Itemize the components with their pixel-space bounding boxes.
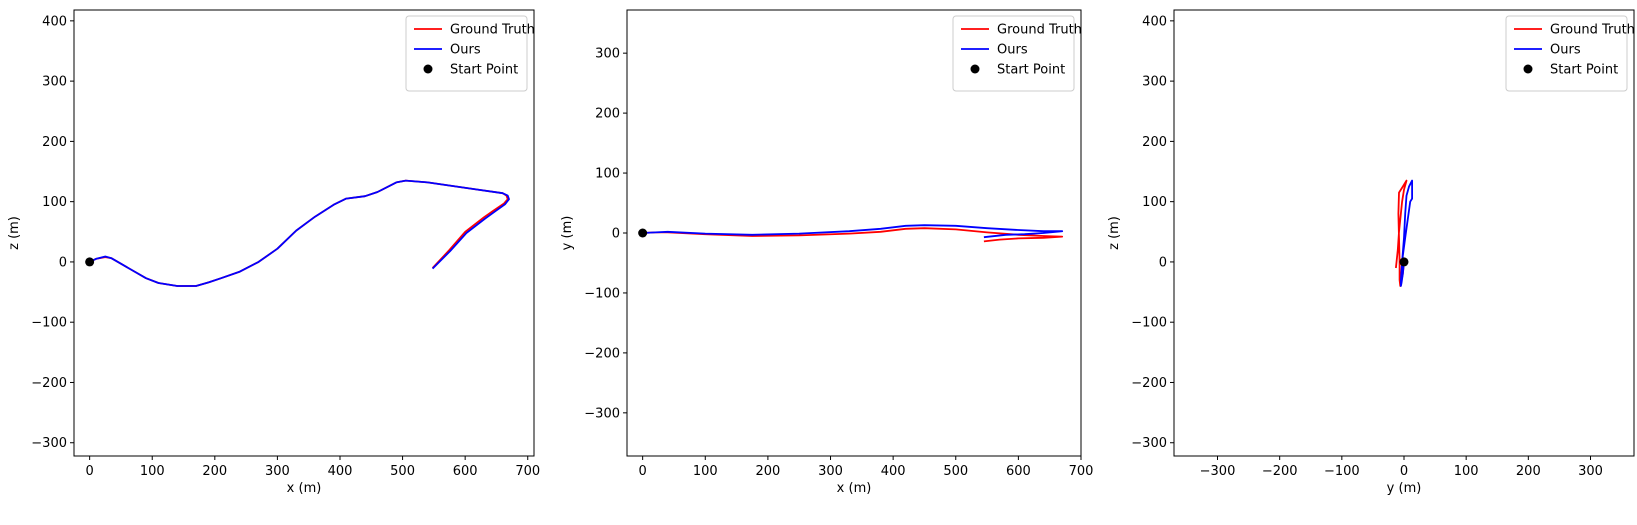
y-tick-label: 200	[1142, 135, 1167, 150]
y-tick-label: 200	[42, 135, 67, 150]
legend: Ground Truth Ours Start Point	[952, 15, 1082, 92]
x-tick-label: 100	[140, 464, 165, 479]
x-tick-label: 500	[390, 464, 415, 479]
plot-area	[85, 179, 510, 287]
y-tick-label: −100	[1131, 316, 1167, 331]
legend-box	[952, 15, 1075, 92]
x-tick-label: 200	[755, 464, 780, 479]
legend-label-ground-truth: Ground Truth	[1550, 23, 1635, 38]
x-tick-label: 300	[818, 464, 843, 479]
x-axis-label: x (m)	[837, 481, 872, 496]
x-tick-label: 0	[639, 464, 647, 479]
x-axis-label: x (m)	[287, 481, 322, 496]
y-tick-label: 200	[595, 107, 620, 122]
y-tick-label: −300	[584, 406, 620, 421]
chart-panel-1: 0 100 200 300 400 500 600 700 −300 −200 −100 0 100 20…	[7, 9, 540, 496]
start-point-marker	[85, 257, 95, 267]
x-tick-label: 100	[1454, 464, 1479, 479]
y-tick-label: 300	[1142, 75, 1167, 90]
legend-label-start-point: Start Point	[1550, 63, 1618, 78]
legend-swatch-start-point	[1523, 64, 1533, 74]
legend: Ground Truth Ours Start Point	[1505, 15, 1635, 92]
x-tick-label: 600	[1006, 464, 1031, 479]
legend: Ground Truth Ours Start Point	[405, 15, 535, 92]
chart-panel-3: −300 −200 −100 0 100 200 300 −300 −200 −100 0 100 20…	[1107, 9, 1635, 496]
start-point-marker	[638, 228, 648, 238]
y-tick-label: 100	[595, 167, 620, 182]
y-axis-label: y (m)	[560, 216, 575, 251]
ours-line	[89, 179, 510, 287]
y-tick-label: −300	[1131, 436, 1167, 451]
x-tick-label: 700	[515, 464, 540, 479]
y-tick-label: −100	[31, 316, 67, 331]
x-tick-label: 200	[202, 464, 227, 479]
chart-panel-2: 0 100 200 300 400 500 600 700 −300 −200 −100 0 100 20…	[560, 9, 1094, 496]
x-tick-label: 100	[693, 464, 718, 479]
plot-area	[638, 224, 1064, 243]
x-tick-label: 300	[265, 464, 290, 479]
legend-label-ground-truth: Ground Truth	[450, 23, 535, 38]
y-axis-label: z (m)	[1107, 216, 1122, 250]
y-tick-label: −100	[584, 286, 620, 301]
x-tick-label: −100	[1324, 464, 1360, 479]
y-tick-label: −300	[31, 436, 67, 451]
y-tick-label: 100	[42, 195, 67, 210]
plot-frame	[1173, 9, 1635, 457]
x-tick-label: 200	[1516, 464, 1541, 479]
y-tick-label: 100	[1142, 195, 1167, 210]
y-tick-label: 300	[595, 47, 620, 62]
x-tick-label: 400	[328, 464, 353, 479]
legend-label-ours: Ours	[1550, 43, 1581, 58]
x-tick-label: 500	[943, 464, 968, 479]
y-tick-label: −200	[1131, 376, 1167, 391]
y-axis-label: z (m)	[7, 216, 22, 250]
legend-swatch-start-point	[970, 64, 980, 74]
y-tick-label: 0	[612, 227, 620, 242]
y-tick-label: −200	[584, 346, 620, 361]
y-tick-label: −200	[31, 376, 67, 391]
legend-label-start-point: Start Point	[997, 63, 1065, 78]
plot-area	[1395, 179, 1413, 287]
legend-box	[405, 15, 528, 92]
x-tick-label: 600	[453, 464, 478, 479]
x-tick-label: 300	[1578, 464, 1603, 479]
legend-label-ground-truth: Ground Truth	[997, 23, 1082, 38]
x-axis-label: y (m)	[1387, 481, 1422, 496]
y-tick-label: 400	[42, 14, 67, 29]
legend-label-ours: Ours	[997, 43, 1028, 58]
plot-frame	[73, 9, 535, 457]
x-tick-label: 0	[1400, 464, 1408, 479]
ours-line	[642, 224, 1064, 239]
y-tick-label: 0	[59, 255, 67, 270]
y-tick-label: 400	[1142, 14, 1167, 29]
legend-label-ours: Ours	[450, 43, 481, 58]
plot-frame	[626, 9, 1082, 457]
x-tick-label: 400	[881, 464, 906, 479]
x-tick-label: 0	[86, 464, 94, 479]
x-tick-label: −300	[1200, 464, 1236, 479]
legend-swatch-start-point	[423, 64, 433, 74]
ours-line	[1400, 179, 1413, 287]
x-tick-label: 700	[1069, 464, 1094, 479]
start-point-marker	[1399, 257, 1409, 267]
ground-truth-line	[89, 179, 509, 287]
legend-box	[1505, 15, 1628, 92]
x-tick-label: −200	[1262, 464, 1298, 479]
y-tick-label: 0	[1159, 255, 1167, 270]
y-tick-label: 300	[42, 75, 67, 90]
legend-label-start-point: Start Point	[450, 63, 518, 78]
